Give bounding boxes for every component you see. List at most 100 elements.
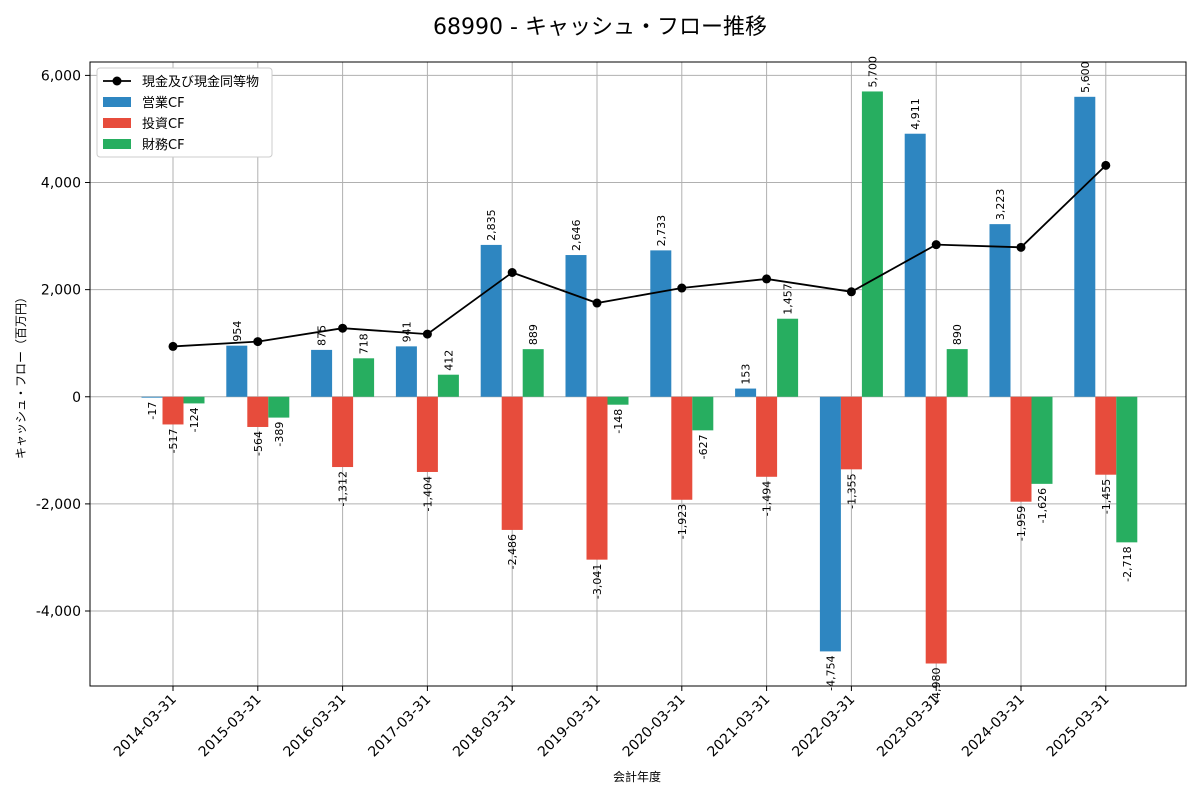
bar-value-label: -564 [252,431,265,456]
bar-investing [162,396,184,425]
bar-value-label: 941 [400,321,413,342]
cash-equivalents-point [762,274,772,284]
legend-bar-swatch [103,118,131,128]
bar-investing [501,396,523,530]
legend-bar-swatch [103,139,131,149]
bars-layer [141,91,1138,664]
bar-value-label: 2,835 [485,209,498,241]
x-tick-label: 2016-03-31 [281,692,350,761]
cash-equivalents-line [172,164,1107,348]
bar-value-label: -4,980 [930,668,943,703]
cash-equivalents-point [253,337,263,347]
x-tick-label: 2019-03-31 [535,692,604,761]
line-layer [168,160,1111,351]
bar-value-label: -517 [167,428,180,453]
bar-value-label: -627 [697,434,710,459]
cash-equivalents-point [1016,242,1026,252]
bar-value-label: 889 [527,324,540,345]
bar-value-label: 1,457 [782,283,795,315]
x-tick-label: 2025-03-31 [1044,692,1113,761]
bar-value-label: -148 [612,409,625,434]
x-tick-label: 2017-03-31 [365,692,434,761]
x-axis-label: 会計年度 [613,769,661,784]
y-tick-label: -2,000 [36,497,81,513]
x-tick-label: 2022-03-31 [789,692,858,761]
cash-equivalents-point [846,287,856,297]
bar-value-label: 5,600 [1079,61,1092,93]
bar-value-label: 875 [316,325,329,346]
bar-value-label: -1,626 [1036,488,1049,523]
bar-financing [777,318,799,397]
bar-value-label: -2,486 [506,534,519,569]
cash-equivalents-point [1101,160,1111,170]
bar-investing [925,396,947,664]
bar-investing [332,396,354,468]
bar-value-label: -2,718 [1121,546,1134,581]
bar-financing [861,91,883,397]
bar-financing [183,396,205,404]
bar-operating [650,250,672,397]
bar-value-label: -1,494 [761,481,774,516]
cash-equivalents-point [592,298,602,308]
x-tick-label: 2015-03-31 [196,692,265,761]
bar-value-label: -1,455 [1100,479,1113,514]
bar-operating [480,244,502,397]
bar-investing [1095,396,1117,475]
x-tick-label: 2018-03-31 [450,692,519,761]
bar-value-label: 890 [951,324,964,345]
cash-equivalents-point [338,323,348,333]
plot-area-frame [89,61,1187,687]
y-tick-label: 6,000 [41,68,81,84]
bar-investing [586,396,608,560]
bar-investing [416,396,438,472]
legend-entry-label: 投資CF [142,116,185,132]
bar-value-label: 2,646 [570,220,583,252]
bar-investing [840,396,862,470]
y-axis-label: キャッシュ・フロー（百万円） [14,291,28,459]
grid-layer [90,62,1186,686]
bar-financing [1031,396,1053,484]
bar-value-label: -1,923 [676,504,689,539]
bar-operating [819,396,841,652]
bar-financing [522,349,544,397]
bar-value-label: 5,700 [866,56,879,88]
legend-entry-label: 現金及び現金同等物 [142,74,259,90]
bar-financing [268,396,290,418]
bar-operating [989,224,1011,397]
bar-financing [692,396,714,431]
cash-equivalents-point [931,240,941,250]
bar-operating [1074,96,1096,397]
bar-financing [353,358,375,397]
bar-value-label: 3,223 [994,189,1007,221]
bar-value-label: -1,959 [1015,506,1028,541]
x-tick-label: 2021-03-31 [705,692,774,761]
legend-entry-label: 営業CF [142,95,185,111]
bar-value-label: 954 [231,321,244,342]
bar-operating [395,346,417,397]
bar-investing [671,396,693,500]
bar-value-label: 4,911 [909,98,922,130]
bar-investing [1010,396,1032,502]
bar-operating [565,255,587,397]
x-tick-label: 2024-03-31 [959,692,1028,761]
bar-value-label: -389 [273,422,286,447]
bar-financing [1116,396,1138,543]
bar-value-label: -1,404 [421,476,434,511]
bar-value-label: 2,733 [655,215,668,247]
bar-operating [311,349,333,397]
cash-equivalents-point [677,283,687,293]
bar-financing [946,349,968,397]
bar-value-label: -1,312 [337,471,350,506]
x-tick-label: 2014-03-31 [111,692,180,761]
data-labels-layer: -17 954 875 941 2,835 2,646 2,733 153 -4,754 4,91… [146,56,1134,703]
y-tick-label: 0 [72,390,81,406]
legend-entry-label: 財務CF [142,138,185,153]
bar-operating [141,396,163,398]
bar-investing [247,396,269,427]
bar-financing [607,396,629,405]
bar-financing [437,374,459,397]
chart-title: 68990 - キャッシュ・フロー推移 [433,15,767,40]
